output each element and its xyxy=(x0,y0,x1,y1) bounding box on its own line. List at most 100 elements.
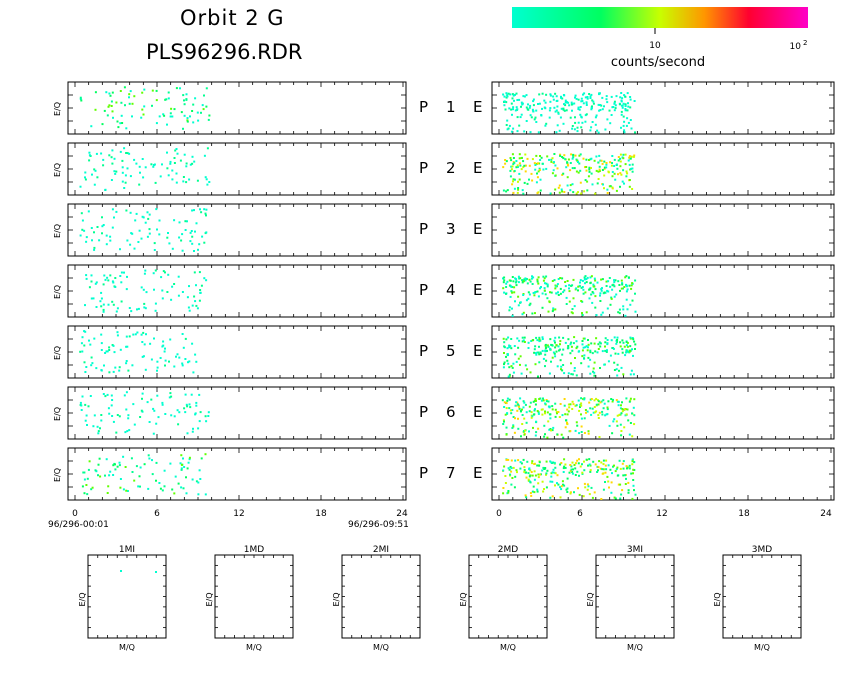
right-spectrogram-cell xyxy=(577,98,580,101)
left-spectrogram-cell xyxy=(183,103,186,106)
left-spectrogram-cell xyxy=(97,463,100,466)
left-spectrogram-cell xyxy=(114,286,117,288)
right-spectrogram-cell xyxy=(537,131,540,134)
right-spectrogram-cell xyxy=(593,399,596,402)
right-spectrogram-cell xyxy=(532,98,535,101)
left-spectrogram-cell xyxy=(179,159,182,162)
left-spectrogram-cell xyxy=(140,333,143,336)
right-spectrogram-cell xyxy=(502,487,505,489)
left-spectrogram-cell xyxy=(135,212,138,215)
right-spectrogram-cell xyxy=(549,100,552,103)
left-spectrogram-cell xyxy=(125,489,128,492)
right-spectrogram-cell xyxy=(606,118,609,121)
left-spectrogram-cell xyxy=(182,346,185,349)
right-spectrogram-cell xyxy=(577,462,580,465)
right-spectrogram-cell xyxy=(537,411,540,414)
right-spectrogram-cell xyxy=(544,402,547,405)
left-spectrogram-cell xyxy=(90,364,93,367)
right-spectrogram-cell xyxy=(583,417,586,420)
right-spectrogram-cell xyxy=(545,167,548,170)
right-spectrogram-cell xyxy=(625,351,628,354)
right-spectrogram-cell xyxy=(594,279,597,282)
right-spectrogram-cell xyxy=(619,483,622,486)
right-spectrogram-cell xyxy=(621,348,624,351)
left-spectrogram-cell xyxy=(98,457,101,460)
right-spectrogram-cell xyxy=(617,311,620,314)
right-spectrogram-cell xyxy=(622,153,625,156)
left-spectrogram-cell xyxy=(79,350,82,353)
right-spectrogram-cell xyxy=(581,355,584,358)
mass-ylabel: E/Q xyxy=(586,592,595,606)
right-spectrogram-cell xyxy=(604,464,607,467)
left-spectrogram-cell xyxy=(122,488,125,491)
left-spectrogram-cell xyxy=(106,492,109,494)
right-spectrogram-cell xyxy=(629,399,632,402)
left-spectrogram-cell xyxy=(188,178,191,181)
left-spectrogram-cell xyxy=(115,101,118,104)
left-spectrogram-cell xyxy=(152,432,155,435)
left-spectrogram-cell xyxy=(201,104,204,107)
left-spectrogram-cell xyxy=(102,164,105,167)
right-spectrogram-cell xyxy=(606,289,609,292)
panel-label-num: 2 xyxy=(446,159,456,177)
left-spectrogram-cell xyxy=(115,210,118,213)
left-spectrogram-cell xyxy=(171,488,174,491)
right-spectrogram-cell xyxy=(592,460,595,463)
right-spectrogram-cell xyxy=(607,280,610,283)
right-spectrogram-cell xyxy=(557,483,560,486)
right-spectrogram-cell xyxy=(592,292,595,295)
right-spectrogram-cell xyxy=(570,153,573,156)
left-spectrogram-cell xyxy=(164,347,166,350)
right-spectrogram-cell xyxy=(600,498,603,500)
right-spectrogram-cell xyxy=(626,341,629,344)
left-spectrogram-cell xyxy=(203,208,206,211)
right-spectrogram-cell xyxy=(503,352,505,354)
right-spectrogram-cell xyxy=(523,417,526,420)
right-spectrogram-cell xyxy=(527,478,530,481)
right-spectrogram-cell xyxy=(511,276,514,278)
right-spectrogram-cell xyxy=(548,372,551,375)
left-spectrogram-cell xyxy=(111,300,114,303)
right-spectrogram-cell xyxy=(578,162,581,165)
right-spectrogram-cell xyxy=(558,416,561,418)
right-spectrogram-cell xyxy=(512,180,514,183)
right-panel-4 xyxy=(491,264,835,318)
panel-frame xyxy=(67,203,407,257)
right-spectrogram-cell xyxy=(559,116,562,119)
right-spectrogram-cell xyxy=(509,175,512,178)
left-spectrogram-cell xyxy=(94,108,97,111)
right-spectrogram-cell xyxy=(569,184,572,187)
right-spectrogram-cell xyxy=(579,281,581,284)
right-spectrogram-cell xyxy=(565,419,567,422)
right-spectrogram-cell xyxy=(620,404,622,407)
right-spectrogram-cell xyxy=(535,154,538,157)
right-spectrogram-cell xyxy=(624,414,627,417)
left-spectrogram-cell xyxy=(98,239,101,242)
left-spectrogram-cell xyxy=(125,335,128,338)
right-spectrogram-cell xyxy=(552,461,555,464)
right-spectrogram-cell xyxy=(613,100,616,103)
left-spectrogram-cell xyxy=(203,154,206,157)
left-spectrogram-cell xyxy=(170,298,173,301)
left-spectrogram-cell xyxy=(102,303,105,306)
right-spectrogram-cell xyxy=(510,168,513,171)
right-spectrogram-cell xyxy=(528,430,530,433)
panel-label-num: 7 xyxy=(446,464,456,482)
right-spectrogram-cell xyxy=(601,410,604,413)
right-spectrogram-cell xyxy=(569,352,572,355)
right-spectrogram-cell xyxy=(514,475,517,478)
right-panel-2 xyxy=(491,142,835,196)
right-spectrogram-cell xyxy=(593,342,596,345)
left-spectrogram-cell xyxy=(128,335,131,338)
left-spectrogram-cell xyxy=(116,307,119,310)
left-spectrogram-cell xyxy=(169,162,172,165)
right-spectrogram-cell xyxy=(538,336,541,339)
right-spectrogram-cell xyxy=(583,92,586,95)
right-spectrogram-cell xyxy=(625,124,628,127)
left-spectrogram-cell xyxy=(164,271,166,274)
left-spectrogram-cell xyxy=(186,119,189,122)
left-spectrogram-cell xyxy=(193,250,195,252)
right-spectrogram-cell xyxy=(619,153,622,156)
left-spectrogram-cell xyxy=(81,336,84,339)
